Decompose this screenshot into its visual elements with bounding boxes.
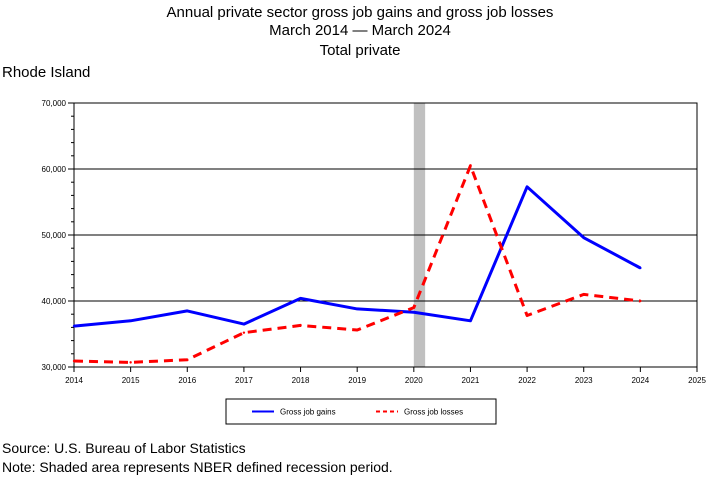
data-point — [242, 331, 246, 334]
y-tick-label: 60,000 — [42, 165, 67, 174]
chart-title: Annual private sector gross job gains an… — [166, 4, 554, 21]
data-point — [412, 306, 416, 309]
x-tick-label: 2022 — [518, 376, 536, 385]
data-point — [186, 358, 189, 361]
legend-label: Gross job losses — [404, 408, 463, 417]
data-point — [72, 324, 76, 328]
data-point — [186, 309, 189, 313]
chart-subtitle-period: March 2014 — March 2024 — [269, 22, 451, 39]
data-point — [582, 293, 585, 296]
data-point — [639, 299, 642, 303]
data-point — [299, 297, 302, 300]
data-point — [129, 361, 132, 364]
data-point — [355, 307, 359, 311]
data-point — [299, 324, 302, 327]
data-point — [469, 164, 472, 167]
y-tick-label: 40,000 — [42, 297, 67, 306]
x-tick-label: 2025 — [688, 376, 706, 385]
x-tick-label: 2024 — [631, 376, 649, 385]
x-tick-label: 2016 — [178, 376, 196, 385]
data-point — [525, 185, 529, 189]
series-line-losses — [73, 164, 641, 364]
y-tick-label: 50,000 — [42, 231, 67, 240]
recession-note: Note: Shaded area represents NBER define… — [2, 459, 393, 475]
x-tick-label: 2017 — [235, 376, 253, 385]
y-tick-label: 70,000 — [42, 99, 67, 108]
data-point — [412, 311, 416, 314]
data-point — [469, 319, 472, 322]
chart-subtitle-industry: Total private — [319, 42, 401, 59]
x-tick-label: 2019 — [348, 376, 366, 385]
x-tick-label: 2021 — [462, 376, 480, 385]
region-label: Rhode Island — [2, 64, 91, 81]
data-point — [525, 314, 529, 317]
data-point — [582, 236, 585, 239]
data-point — [639, 266, 642, 270]
x-tick-label: 2023 — [575, 376, 593, 385]
data-point — [355, 328, 359, 332]
source-note: Source: U.S. Bureau of Labor Statistics — [2, 440, 246, 456]
y-tick-label: 30,000 — [42, 363, 67, 372]
x-tick-label: 2020 — [405, 376, 423, 385]
x-tick-label: 2015 — [122, 376, 140, 385]
data-point — [72, 359, 76, 363]
x-tick-label: 2014 — [65, 376, 83, 385]
legend-label: Gross job gains — [280, 408, 336, 417]
data-point — [242, 322, 246, 326]
data-point — [129, 319, 132, 322]
x-tick-label: 2018 — [292, 376, 310, 385]
